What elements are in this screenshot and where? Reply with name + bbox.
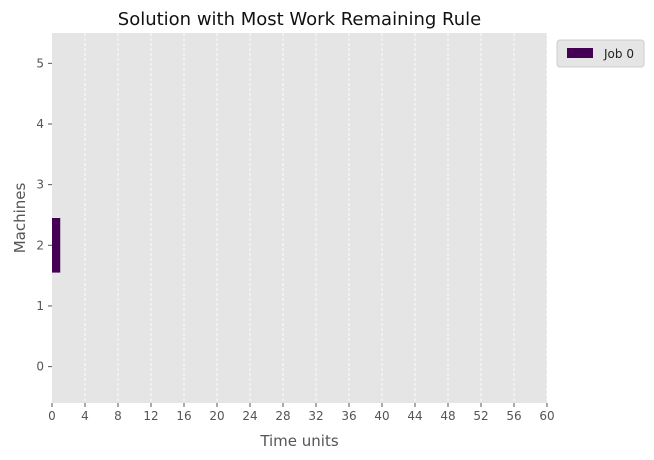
legend-label-job-0: Job 0 [603, 47, 634, 61]
x-tick-label: 40 [374, 409, 389, 423]
legend: Job 0 [556, 39, 645, 68]
plot-background [52, 33, 547, 403]
x-tick-label: 60 [539, 409, 554, 423]
x-tick-label: 44 [407, 409, 422, 423]
x-tick-label: 0 [48, 409, 56, 423]
y-tick-label: 4 [36, 117, 44, 131]
x-tick-label: 16 [176, 409, 191, 423]
x-tick-label: 52 [473, 409, 488, 423]
x-axis-ticks: 0 4 8 12 16 20 24 28 32 36 40 44 48 52 56 60 [48, 403, 555, 423]
x-tick-label: 56 [506, 409, 521, 423]
x-tick-label: 20 [209, 409, 224, 423]
bars [52, 218, 61, 273]
legend-swatch-job-0 [567, 48, 593, 58]
x-axis-label: Time units [259, 432, 339, 450]
y-axis-label: Machines [11, 183, 29, 254]
y-tick-label: 0 [36, 360, 44, 374]
x-tick-label: 8 [114, 409, 122, 423]
y-tick-label: 5 [36, 56, 44, 70]
x-tick-label: 36 [341, 409, 356, 423]
y-tick-label: 2 [36, 238, 44, 252]
y-axis-ticks: 0 1 2 3 4 5 [36, 56, 52, 374]
legend-frame [556, 39, 645, 68]
gantt-bar-job-0 [52, 218, 61, 273]
y-tick-label: 3 [36, 178, 44, 192]
x-tick-label: 12 [143, 409, 158, 423]
x-tick-label: 24 [242, 409, 257, 423]
grid-lines [84, 33, 548, 403]
chart-title: Solution with Most Work Remaining Rule [118, 9, 481, 30]
x-tick-label: 4 [81, 409, 89, 423]
x-tick-label: 48 [440, 409, 455, 423]
x-tick-label: 32 [308, 409, 323, 423]
x-tick-label: 28 [275, 409, 290, 423]
y-tick-label: 1 [36, 299, 44, 313]
